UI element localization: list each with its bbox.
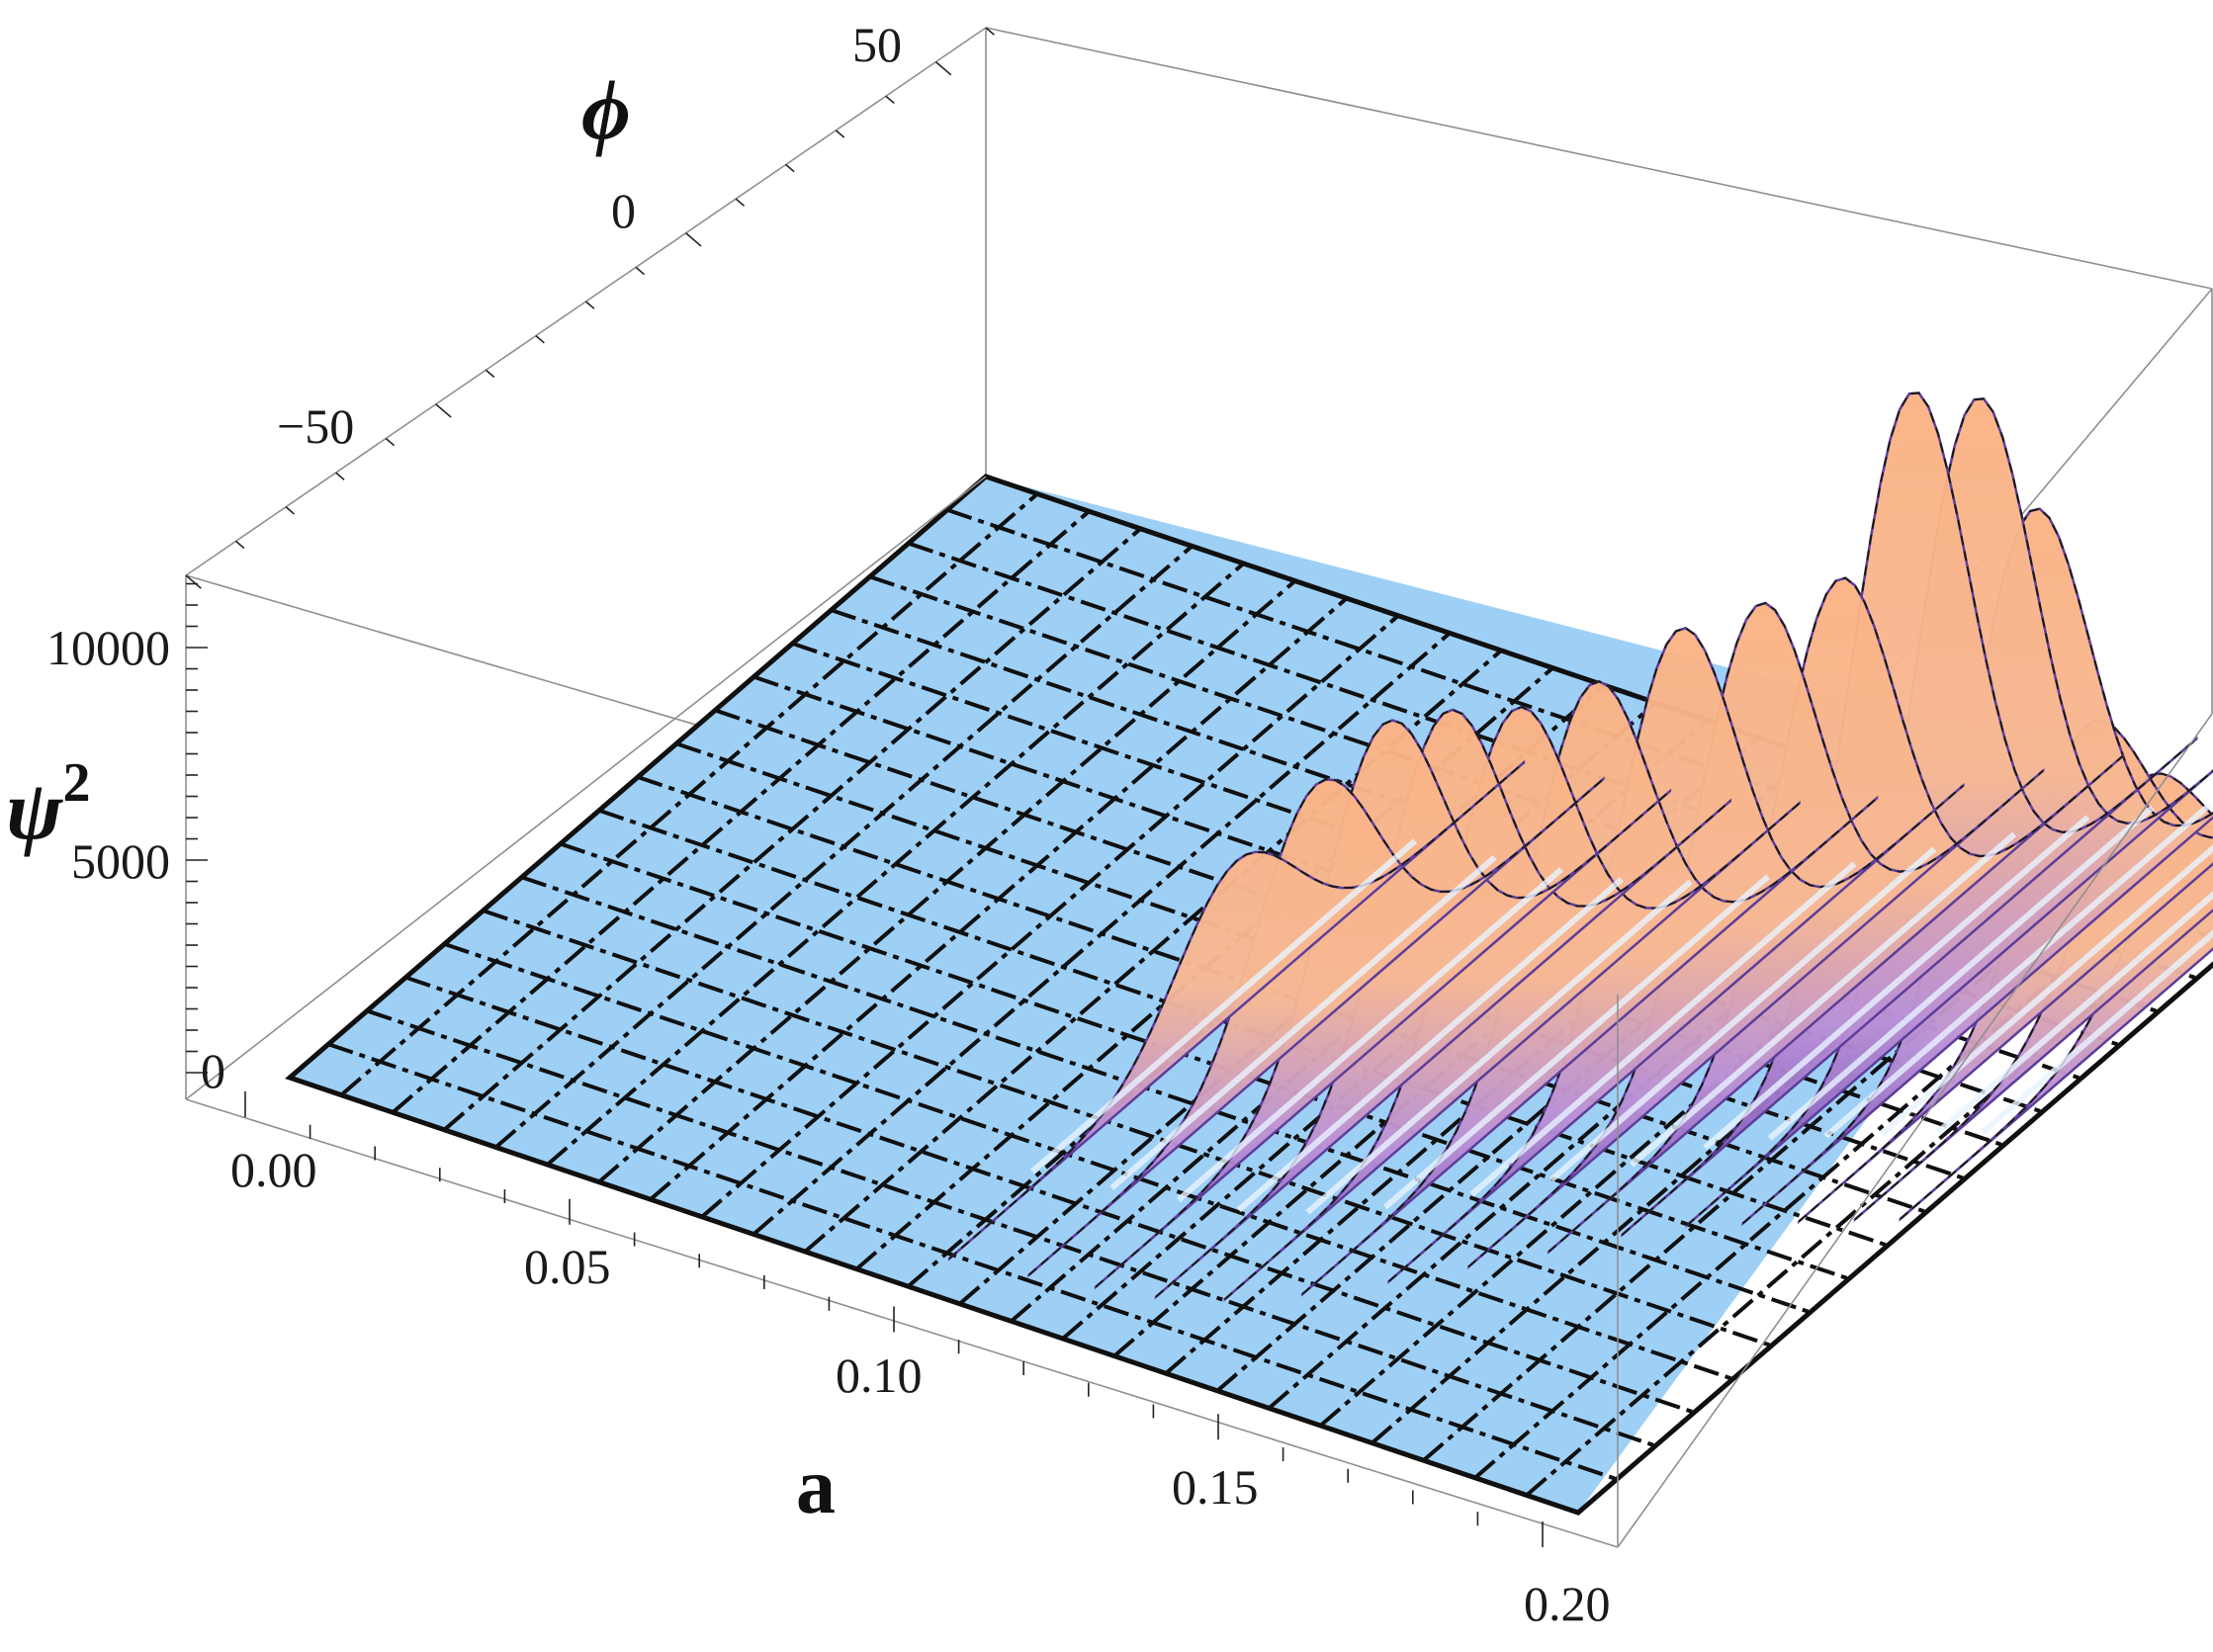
phi-tickmark-8 [584,301,595,309]
a-tick-4: 0.20 [1524,1576,1611,1631]
axis-ticks [185,27,1544,1547]
ridge-contour-1 [1854,772,2213,1221]
ridge-contour-14 [948,761,1525,1260]
ridge-contour-10 [1224,705,1801,1300]
ridge-foot-9 [1383,874,1771,1210]
grid-line-a-24 [1525,900,2213,1497]
box-front [185,476,2213,1548]
grid-line-a-3 [443,527,1142,1132]
ridge-contour-3 [1741,507,2213,1225]
ridge-contour-0 [1900,826,2213,1220]
z-tick-1: 5000 [71,833,170,889]
ridge-foot-12 [1176,867,1563,1203]
phi-tick-2: 50 [852,17,902,72]
phi-tickmark-16 [985,27,995,36]
z-axis-label: ψ2 [6,752,90,857]
ridge-contour-8 [1387,627,1964,1282]
phi-tickmark-14 [885,95,895,105]
ridge-contour-7 [1467,601,2044,1267]
phi-tickmark-15 [934,61,952,76]
phi-tickmark-11 [735,198,746,207]
ridge-contour-5 [1621,391,2197,1236]
phi-axis-ticks: −50 0 50 [277,17,902,454]
phi-tickmark-4 [385,437,396,447]
grid-line-a-5 [546,562,1245,1167]
z-tick-2: 10000 [46,620,170,675]
a-tick-2: 0.10 [836,1348,923,1403]
a-axis-ticks: 0.00 0.05 0.10 0.15 0.20 [230,1142,1611,1631]
ridge-foot-4 [1767,805,2155,1141]
a-tick-0: 0.00 [230,1142,317,1197]
mesh-grid [285,474,2213,1516]
ridge-foot-10 [1305,879,1693,1215]
grid-line-a-10 [803,649,1503,1254]
a-tick-3: 0.15 [1172,1459,1259,1515]
phi-tickmark-0 [185,574,202,589]
phi-tickmark-1 [235,540,245,550]
ridge-foot-13 [1109,854,1497,1190]
z-tick-0: 0 [201,1043,225,1098]
phi-tickmark-12 [785,163,795,173]
a-tick-1: 0.05 [524,1239,611,1294]
ridge-foot-8 [1469,861,1857,1197]
ridge-foot-7 [1549,846,1937,1182]
phi-tickmark-10 [685,232,702,247]
ridge-contour-11 [1155,708,1731,1298]
ridge-contour-6 [1548,576,2124,1253]
phi-tickmark-13 [835,130,845,138]
phi-tickmark-2 [285,506,296,515]
phi-tickmark-7 [535,335,545,344]
a-axis-label: a [796,1443,836,1530]
ridge-contour-13 [1027,778,1605,1276]
ridge-foot-5 [1703,815,2090,1151]
base-outline [285,474,2213,1516]
ridge-foot-6 [1629,831,2017,1168]
grid-line-a-8 [700,614,1400,1219]
ridge-foot-0 [1981,929,2213,1135]
phi-tick-0: −50 [277,398,354,454]
ridge-foot-3 [1823,803,2211,1139]
ridge-foot-1 [1935,891,2213,1135]
phi-tickmark-3 [335,472,345,480]
ridge-foot-11 [1236,877,1624,1213]
ridge-contour-4 [1686,397,2213,1227]
ridge-contour-9 [1301,680,1878,1295]
phi-axis-label: ϕ [581,62,631,157]
ridge-contour-12 [1095,719,1671,1288]
phi-tickmark-9 [635,266,645,276]
ridge-foot-2 [1880,844,2213,1137]
phi-tick-1: 0 [611,183,636,238]
z-axis-ticks: 0 5000 10000 [46,620,225,1098]
ridge-foot-14 [1029,838,1418,1174]
phi-tickmark-6 [485,369,495,379]
ridges [948,391,2213,1301]
phi-tickmark-5 [435,403,452,418]
grid-line-a-20 [1319,823,2018,1428]
